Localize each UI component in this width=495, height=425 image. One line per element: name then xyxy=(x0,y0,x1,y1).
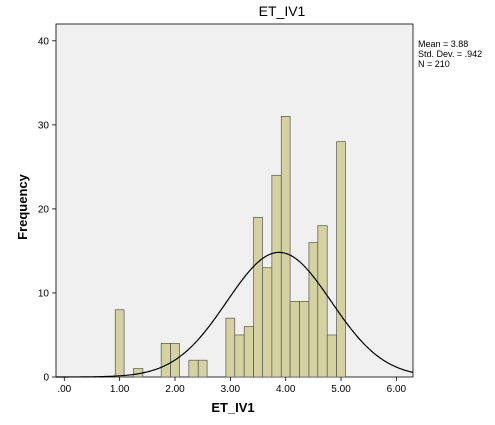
y-axis-label: Frequency xyxy=(15,173,30,240)
x-tick-label: 4.00 xyxy=(276,384,296,395)
histogram-bar xyxy=(160,343,171,378)
x-tick-label: 2.00 xyxy=(165,384,185,395)
chart-title: ET_IV1 xyxy=(259,3,306,19)
x-tick-label: 5.00 xyxy=(331,384,351,395)
y-tick-label: 40 xyxy=(38,36,50,47)
y-tick-label: 20 xyxy=(38,204,50,215)
histogram-bar xyxy=(326,334,337,378)
tick-labels: .00 1.00 2.00 3.00 4.00 5.00 6.00 0 10 20 30 40 xyxy=(38,36,407,395)
stat-std-dev: Std. Dev. = .942 xyxy=(418,49,482,59)
normal-curve xyxy=(56,251,414,378)
x-tick-label: 6.00 xyxy=(387,384,407,395)
bars xyxy=(114,116,346,378)
x-tick-label: 1.00 xyxy=(110,384,130,395)
x-tick-label: 3.00 xyxy=(221,384,241,395)
histogram-bar xyxy=(234,334,245,378)
histogram-bar xyxy=(114,309,125,378)
histogram-bar xyxy=(197,359,208,378)
histogram-bar xyxy=(253,216,263,378)
histogram-bar xyxy=(299,301,310,378)
y-tick-label: 10 xyxy=(38,288,50,299)
axes xyxy=(52,40,397,381)
x-tick-label: .00 xyxy=(57,384,71,395)
histogram-bar xyxy=(225,317,236,378)
histogram-bar xyxy=(336,141,346,378)
histogram-bar xyxy=(308,242,319,378)
x-axis-label: ET_IV1 xyxy=(211,400,254,415)
histogram-bar xyxy=(188,359,199,378)
stat-n: N = 210 xyxy=(418,59,450,69)
y-tick-label: 30 xyxy=(38,120,50,131)
histogram-bar xyxy=(280,116,291,378)
y-tick-label: 0 xyxy=(43,373,49,384)
stats-box: Mean = 3.88 Std. Dev. = .942 N = 210 xyxy=(418,39,482,69)
histogram-bar xyxy=(243,326,254,378)
histogram-bar xyxy=(262,267,273,378)
histogram-bar xyxy=(317,225,328,378)
stat-mean: Mean = 3.88 xyxy=(418,39,468,49)
histogram-bar xyxy=(289,301,300,378)
histogram-bar xyxy=(271,174,282,378)
